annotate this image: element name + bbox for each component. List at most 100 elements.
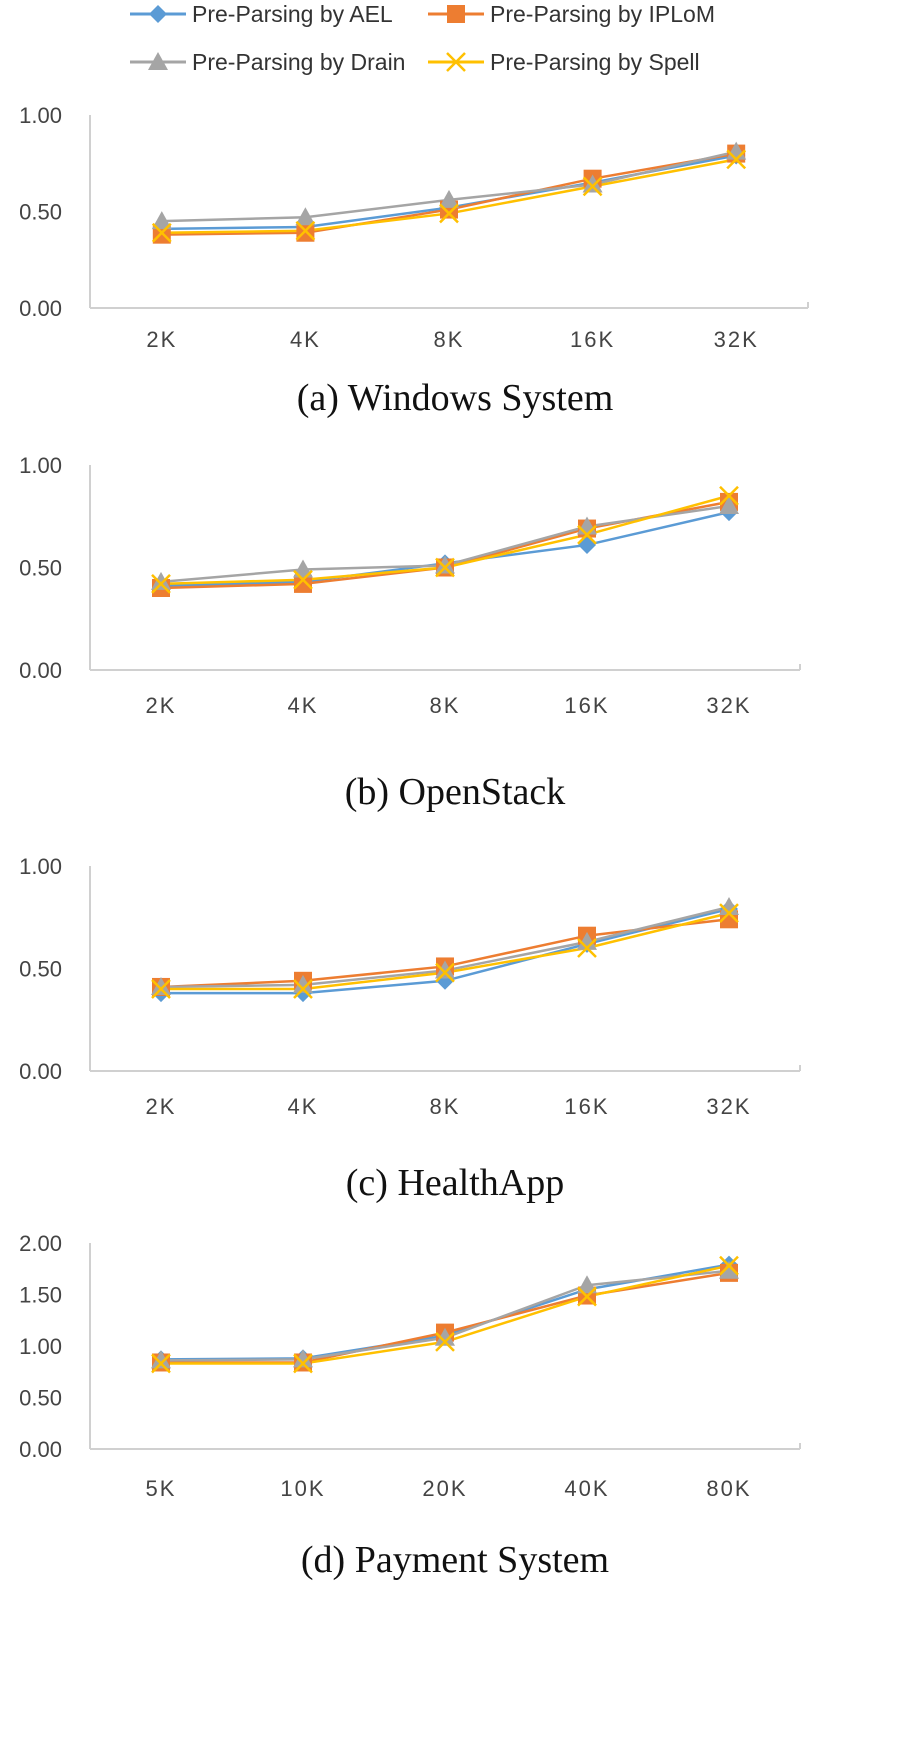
legend-marker-x [446,52,466,72]
x-tick-label: 2K [146,327,177,352]
data-point [295,220,316,241]
panel-caption: (a) Windows System [297,377,614,419]
data-point [296,223,315,242]
panel-caption: (c) HealthApp [346,1162,564,1204]
x-tick-label: 32K [706,693,751,718]
y-tick-label: 0.00 [19,1059,62,1084]
x-tick-label: 20K [422,1476,467,1501]
data-point [435,1327,455,1346]
x-tick-label: 80K [706,1476,751,1501]
data-point [435,960,455,979]
data-point [435,557,455,578]
data-point [719,903,739,924]
data-point [719,496,739,514]
panel-caption: (b) OpenStack [345,771,566,813]
y-tick-label: 0.00 [19,296,62,321]
x-tick-label: 2K [146,693,177,718]
y-tick-label: 1.00 [19,103,62,128]
x-tick-label: 4K [288,1094,319,1119]
data-point [295,207,316,226]
data-point [293,1353,313,1374]
legend-marker-diamond [149,5,167,23]
data-point [293,1349,313,1368]
legend-label: Pre-Parsing by AEL [192,1,393,27]
panel-caption: (d) Payment System [301,1539,609,1581]
y-tick-label: 1.50 [19,1283,62,1308]
data-point [577,1286,597,1307]
data-point [293,569,313,590]
y-tick-label: 1.00 [19,1334,62,1359]
x-tick-label: 8K [430,693,461,718]
x-tick-label: 4K [288,693,319,718]
data-point [719,897,739,915]
data-point [151,211,172,230]
chart-panel-1: 0.00 0.50 1.00 2K 4K 8K 16K 32K (a) Windows Syst… [19,103,809,419]
legend-marker-triangle [148,52,168,70]
x-tick-label: 5K [146,1476,177,1501]
series-line [161,1271,730,1364]
chart-panel-2: 0.00 0.50 1.00 2K 4K 8K 16K 32K (b) OpenStack [19,453,801,813]
x-tick-label: 16K [564,693,609,718]
data-point [151,1353,171,1374]
x-tick-label: 4K [290,327,321,352]
data-point [151,1350,171,1369]
legend-entry: Pre-Parsing by Spell [428,49,700,75]
y-tick-label: 0.00 [19,658,62,683]
data-point [439,189,459,208]
x-tick-label: 32K [714,327,759,352]
y-tick-label: 1.00 [19,854,62,879]
data-point [719,1255,739,1276]
data-point [293,974,313,993]
chart-panel-4: 0.00 0.50 1.00 1.50 2.00 5K 10K 20K 40K 80K (d) Pa… [19,1231,801,1581]
legend-entry: Pre-Parsing by AEL [130,1,393,27]
data-point [151,222,172,243]
y-tick-label: 2.00 [19,1231,62,1256]
legend-label: Pre-Parsing by IPLoM [490,1,715,27]
legend: Pre-Parsing by AEL Pre-Parsing by IPLoM Pr… [130,1,715,75]
chart-panels: 0.00 0.50 1.00 2K 4K 8K 16K 32K (a) Windows Syst… [19,103,809,1581]
data-point [435,962,455,983]
y-tick-label: 0.50 [19,957,62,982]
legend-entry: Pre-Parsing by IPLoM [428,1,715,27]
y-tick-label: 0.50 [19,200,62,225]
data-point [582,176,603,197]
series-square [161,1271,730,1364]
data-point [435,1331,455,1352]
data-point [578,535,596,554]
data-point [577,1275,597,1294]
y-tick-label: 0.00 [19,1437,62,1462]
legend-marker-square [447,5,465,23]
y-tick-label: 0.50 [19,1386,62,1411]
data-point [151,976,171,995]
data-point [151,574,171,594]
data-point [582,174,603,193]
data-point [719,1260,739,1279]
data-point [577,938,597,958]
data-point [151,571,171,590]
chart-panel-3: 0.00 0.50 1.00 2K 4K 8K 16K 32K (c) HealthApp [19,854,801,1204]
y-tick-label: 0.50 [19,556,62,581]
data-point [719,485,739,506]
x-tick-label: 8K [430,1094,461,1119]
data-point [726,149,747,170]
legend-label: Pre-Parsing by Drain [192,49,405,75]
x-tick-label: 2K [146,1094,177,1119]
x-tick-label: 10K [280,1476,325,1501]
legend-label: Pre-Parsing by Spell [490,49,700,75]
data-point [439,203,459,224]
legend-entry: Pre-Parsing by Drain [130,49,405,75]
data-point [435,555,455,574]
x-tick-label: 32K [706,1094,751,1119]
data-point [152,225,171,244]
data-point [577,524,597,545]
data-point [577,931,597,950]
x-tick-label: 16K [564,1094,609,1119]
y-tick-label: 1.00 [19,453,62,478]
data-point [293,979,313,999]
x-tick-label: 16K [570,327,615,352]
data-point [151,979,171,999]
data-point [294,574,312,593]
x-tick-label: 8K [434,327,465,352]
x-tick-label: 40K [564,1476,609,1501]
